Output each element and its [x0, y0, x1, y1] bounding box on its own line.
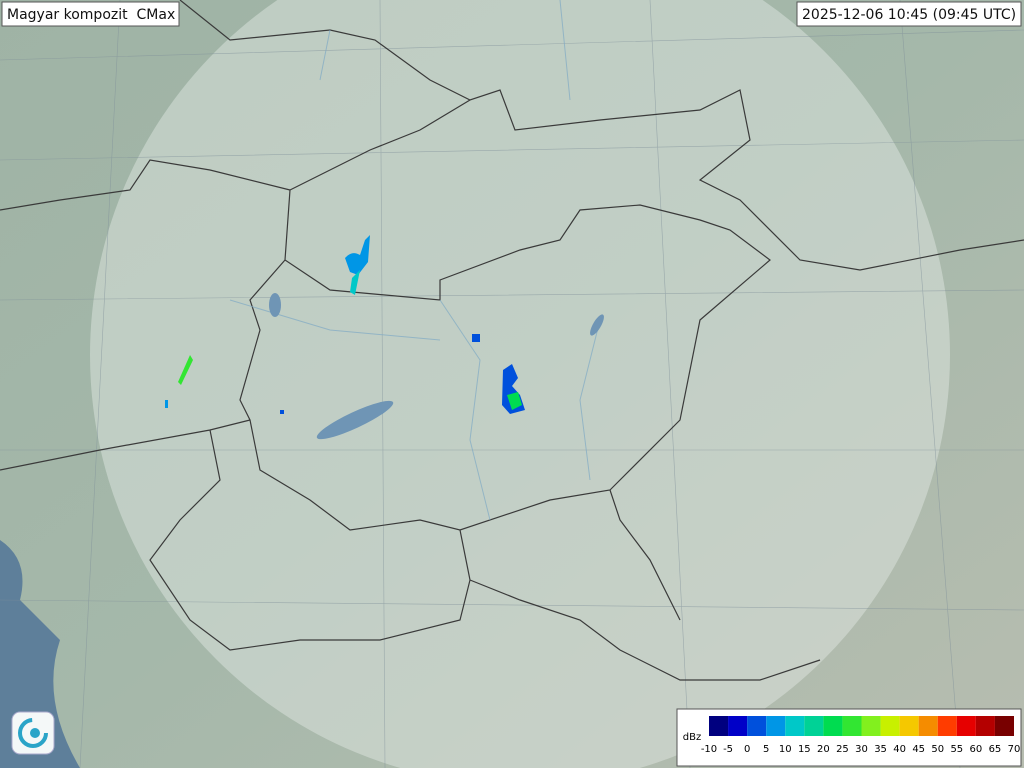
- legend-swatch: [709, 716, 729, 736]
- legend-tick-label: 55: [950, 744, 963, 755]
- lake-balaton: [316, 400, 394, 440]
- legend-swatch: [842, 716, 862, 736]
- legend-swatch: [823, 716, 843, 736]
- timestamp: 2025-12-06 10:45 (09:45 UTC): [802, 7, 1016, 23]
- legend-unit: dBz: [683, 732, 701, 743]
- legend-swatch: [766, 716, 786, 736]
- legend-tick-label: 30: [855, 744, 868, 755]
- lake: [269, 293, 281, 317]
- legend-tick-label: 0: [744, 744, 750, 755]
- radar-coverage: [90, 0, 950, 768]
- legend-tick-label: 40: [893, 744, 906, 755]
- legend-tick-label: 35: [874, 744, 887, 755]
- legend-swatch: [918, 716, 938, 736]
- timestamp-box: [796, 1, 1022, 27]
- legend-tick-label: 5: [763, 744, 769, 755]
- legend-swatch: [880, 716, 900, 736]
- legend-tick-label: -10: [701, 744, 717, 755]
- legend-swatch: [937, 716, 957, 736]
- title-box: [1, 1, 180, 27]
- legend-tick-label: 20: [817, 744, 830, 755]
- legend-swatch: [804, 716, 824, 736]
- legend-swatch: [861, 716, 881, 736]
- legend-swatch: [747, 716, 767, 736]
- legend: dBz -10 -5 0 5 10 15 20 25 30 35 40 45 50 55 60 65 70: [676, 708, 1022, 767]
- logo: [11, 711, 55, 755]
- legend-tick-label: 10: [779, 744, 792, 755]
- legend-tick-label: 65: [989, 744, 1002, 755]
- legend-swatch: [785, 716, 805, 736]
- legend-swatch: [956, 716, 976, 736]
- legend-tick-label: 15: [798, 744, 811, 755]
- legend-swatch: [728, 716, 748, 736]
- map-title: Magyar kompozit CMax: [7, 7, 175, 23]
- legend-swatch: [899, 716, 919, 736]
- legend-tick-label: 45: [912, 744, 925, 755]
- lake: [590, 314, 604, 336]
- legend-swatch: [975, 716, 995, 736]
- legend-tick-label: 60: [970, 744, 983, 755]
- legend-swatch: [994, 716, 1014, 736]
- legend-tick-label: 50: [931, 744, 944, 755]
- legend-tick-label: 70: [1008, 744, 1021, 755]
- legend-tick-label: -5: [723, 744, 733, 755]
- radar-echoes: [165, 235, 525, 414]
- legend-tick-label: 25: [836, 744, 849, 755]
